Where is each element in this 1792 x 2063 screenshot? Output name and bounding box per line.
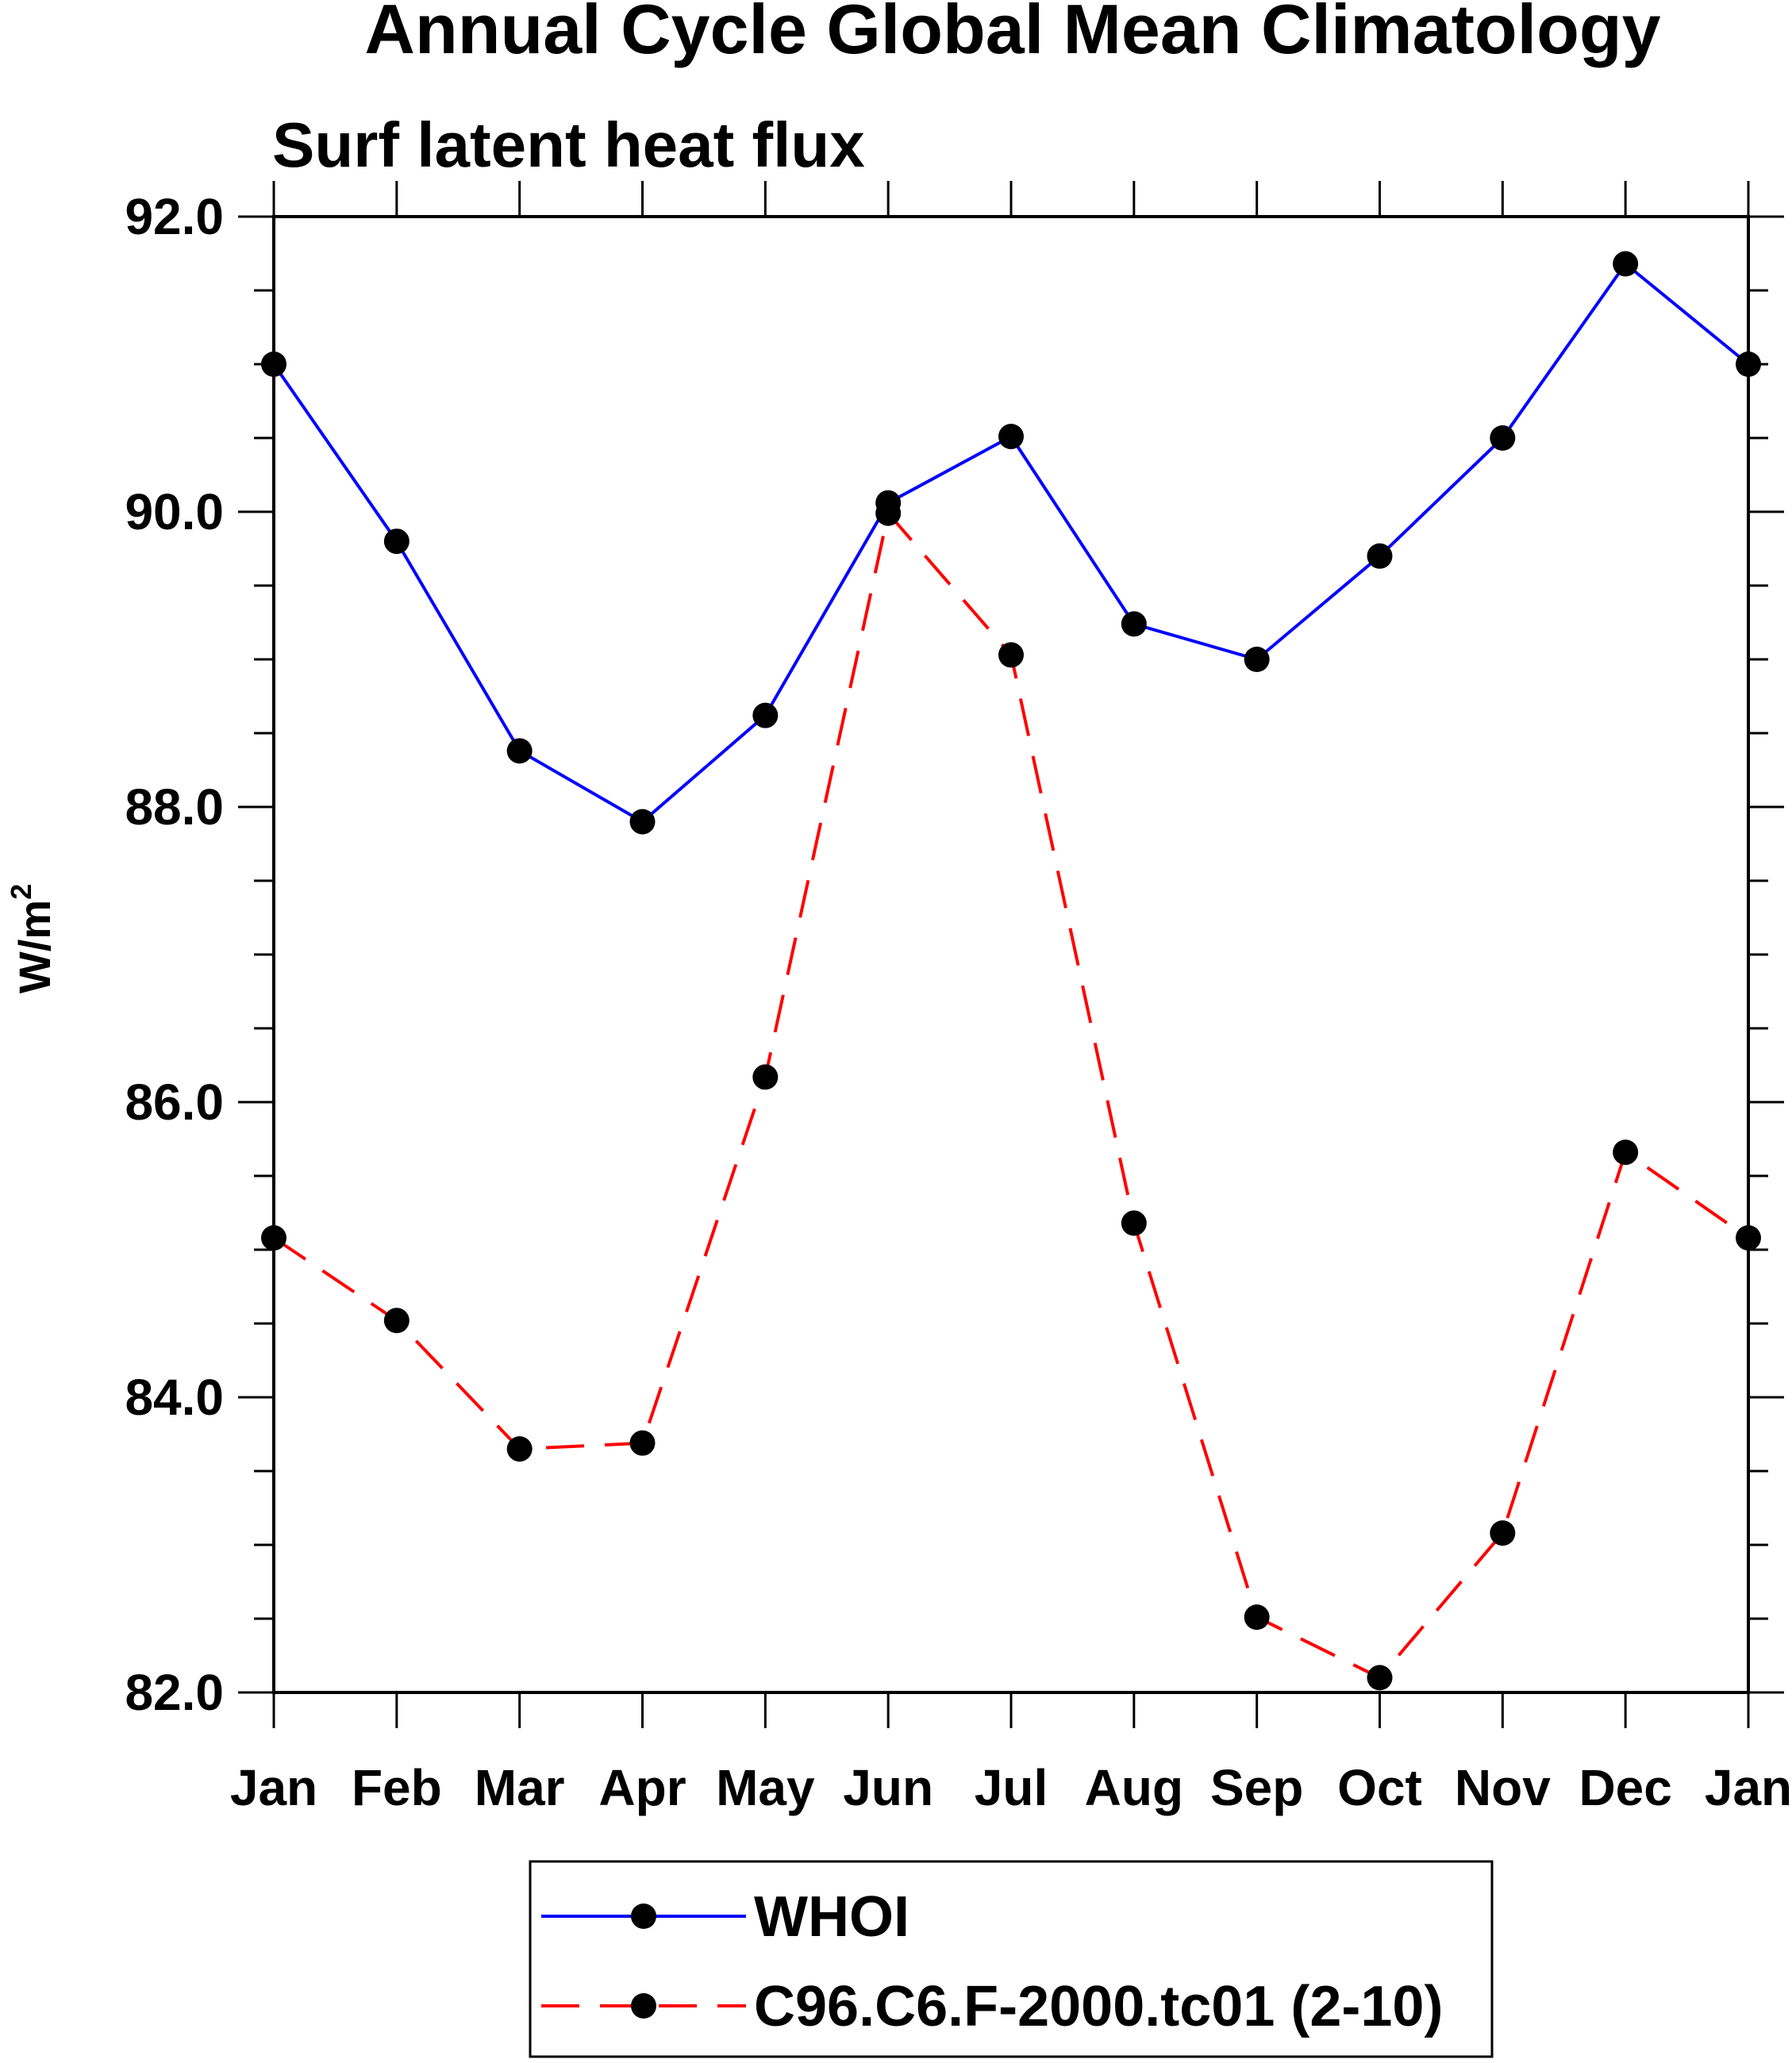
y-axis-label: W/m2 bbox=[5, 884, 60, 993]
series-layer bbox=[261, 251, 1761, 1691]
chart-subtitle: Surf latent heat flux bbox=[272, 109, 865, 180]
legend-box bbox=[529, 1860, 1494, 2058]
y-tick-label: 88.0 bbox=[125, 778, 224, 836]
legend-marker-whoi bbox=[631, 1904, 656, 1929]
legend: WHOI C96.C6.F-2000.tc01 (2-10) bbox=[529, 1860, 1494, 2058]
data-point-s1-5 bbox=[875, 500, 902, 526]
x-tick-label: Oct bbox=[1337, 1759, 1422, 1816]
data-point-s0-8 bbox=[1244, 647, 1270, 672]
data-point-s1-2 bbox=[506, 1436, 533, 1462]
data-point-s1-3 bbox=[629, 1430, 656, 1456]
data-point-s0-7 bbox=[1121, 611, 1147, 637]
data-point-s1-1 bbox=[383, 1308, 410, 1334]
axes bbox=[238, 181, 1784, 1728]
x-tick-label: Aug bbox=[1085, 1759, 1183, 1816]
data-point-s1-9 bbox=[1367, 1665, 1393, 1691]
x-tick-label: Jun bbox=[843, 1759, 933, 1816]
y-tick-label: 82.0 bbox=[125, 1664, 224, 1721]
data-point-s1-6 bbox=[998, 642, 1024, 668]
y-tick-labels: 82.0 84.0 86.0 88.0 90.0 92.0 bbox=[125, 188, 224, 1721]
x-tick-label: Nov bbox=[1455, 1759, 1551, 1816]
x-tick-label: Feb bbox=[352, 1759, 442, 1816]
chart-title: Annual Cycle Global Mean Climatology bbox=[364, 0, 1660, 68]
data-point-s1-12 bbox=[1736, 1225, 1761, 1251]
legend-label-c96: C96.C6.F-2000.tc01 (2-10) bbox=[754, 1975, 1443, 2038]
data-point-s0-4 bbox=[752, 702, 779, 728]
legend-marker-c96 bbox=[631, 1993, 656, 2019]
x-tick-labels: Jan Feb Mar Apr May Jun Jul Aug Sep Oct Nov Dec Jan bbox=[230, 1759, 1792, 1816]
y-tick-label: 92.0 bbox=[125, 188, 224, 245]
x-tick-label: Mar bbox=[475, 1759, 565, 1816]
x-tick-label: Jan bbox=[1705, 1759, 1792, 1816]
x-tick-label: Apr bbox=[598, 1759, 686, 1816]
x-tick-label: Sep bbox=[1210, 1759, 1303, 1816]
y-axis-label-superscript: 2 bbox=[5, 884, 37, 900]
y-tick-label: 84.0 bbox=[125, 1369, 224, 1426]
y-tick-label: 86.0 bbox=[125, 1074, 224, 1131]
data-point-s1-0 bbox=[261, 1225, 286, 1251]
data-point-s1-11 bbox=[1613, 1139, 1639, 1166]
data-point-s0-10 bbox=[1490, 425, 1516, 451]
data-point-s0-11 bbox=[1613, 251, 1639, 277]
series-line-0 bbox=[272, 262, 1750, 824]
svg-text:W/m2: W/m2 bbox=[5, 884, 60, 993]
y-axis-label-text: W/m bbox=[10, 900, 60, 993]
data-point-s1-4 bbox=[752, 1064, 779, 1090]
y-tick-label: 90.0 bbox=[125, 483, 224, 540]
x-tick-label: Jan bbox=[230, 1759, 317, 1816]
data-point-s1-10 bbox=[1490, 1520, 1516, 1546]
series-line-1 bbox=[272, 511, 1750, 1680]
x-tick-label: Dec bbox=[1579, 1759, 1671, 1816]
legend-label-whoi: WHOI bbox=[754, 1885, 909, 1949]
x-tick-label: Jul bbox=[975, 1759, 1048, 1816]
x-tick-label: May bbox=[716, 1759, 815, 1816]
data-point-s0-1 bbox=[383, 528, 410, 555]
data-point-s0-12 bbox=[1736, 352, 1761, 377]
data-point-s1-8 bbox=[1244, 1604, 1270, 1631]
data-point-s0-0 bbox=[261, 352, 286, 377]
data-point-s1-7 bbox=[1121, 1210, 1147, 1236]
data-point-s0-3 bbox=[629, 809, 656, 835]
data-point-s0-9 bbox=[1367, 543, 1393, 569]
data-point-s0-6 bbox=[998, 424, 1024, 450]
data-point-s0-2 bbox=[506, 738, 533, 764]
